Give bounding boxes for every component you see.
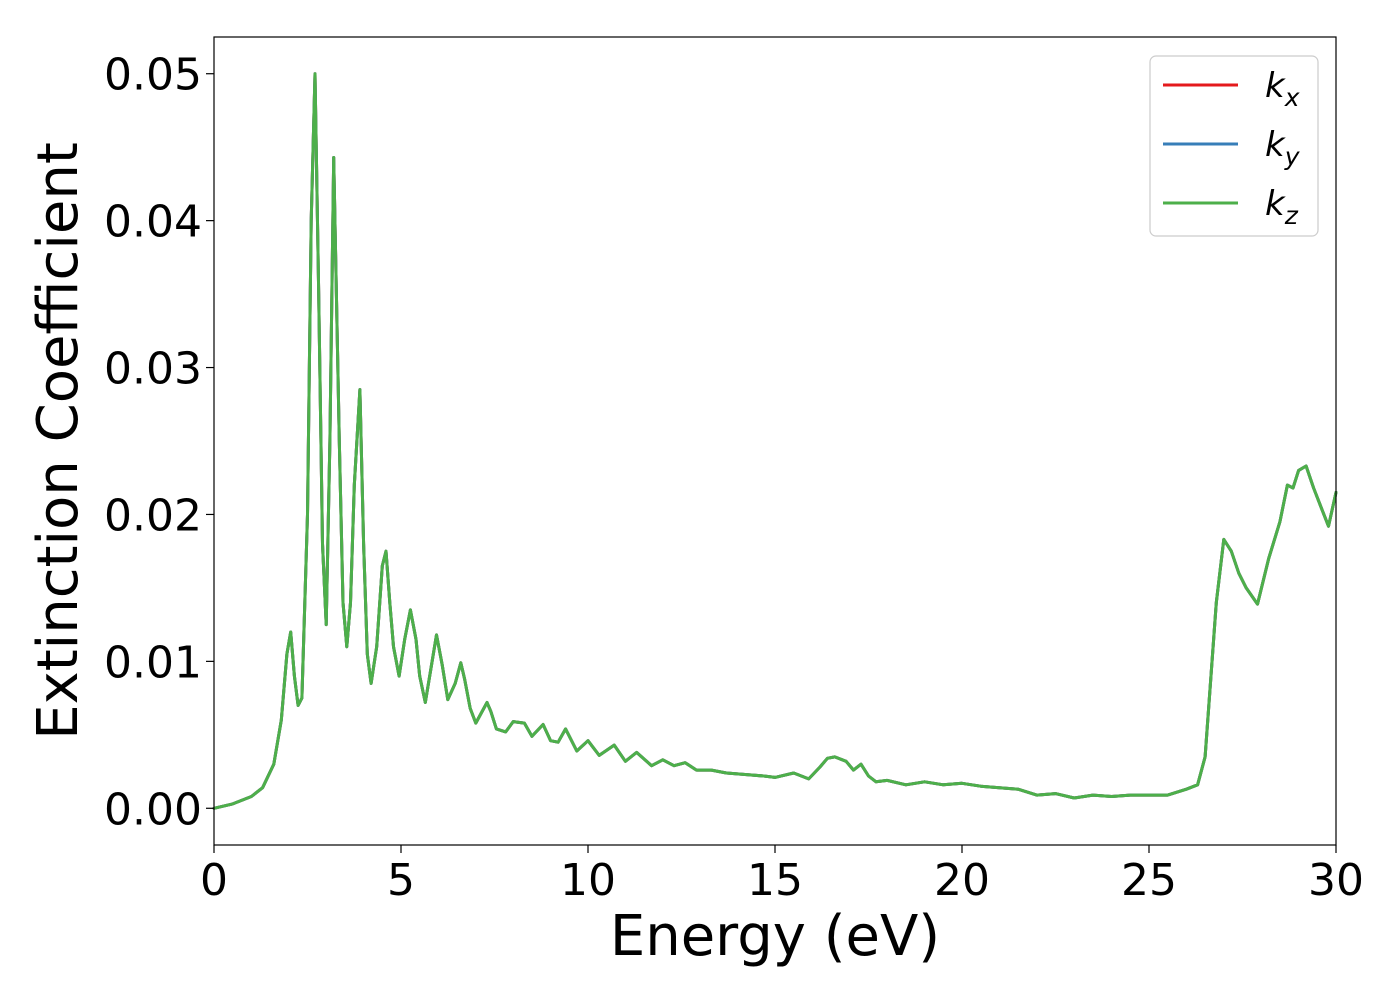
x-tick-label: 30 bbox=[1308, 855, 1364, 906]
x-tick-label: 10 bbox=[560, 855, 616, 906]
legend-label-kx: kx bbox=[1265, 66, 1300, 112]
x-tick-label: 0 bbox=[200, 855, 228, 906]
y-tick-label: 0.05 bbox=[104, 50, 202, 101]
y-tick-label: 0.00 bbox=[104, 784, 202, 835]
x-axis-label: Energy (eV) bbox=[610, 904, 940, 969]
y-axis-label: Extinction Coefficient bbox=[26, 142, 91, 740]
y-tick-label: 0.02 bbox=[104, 490, 202, 541]
plot-lines bbox=[212, 72, 1338, 810]
series-line-k-z bbox=[212, 72, 1338, 810]
y-tick-label: 0.03 bbox=[104, 344, 202, 395]
legend-label-kz: kz bbox=[1265, 184, 1299, 230]
y-tick-label: 0.01 bbox=[104, 637, 202, 688]
y-tick-label: 0.04 bbox=[104, 197, 202, 248]
legend-label-ky: ky bbox=[1265, 125, 1301, 171]
x-tick-label: 15 bbox=[747, 855, 803, 906]
legend-box bbox=[1149, 55, 1319, 237]
y-axis-ticks: 0.00 0.01 0.02 0.03 0.04 0.05 bbox=[104, 50, 214, 835]
x-tick-label: 20 bbox=[934, 855, 990, 906]
x-tick-label: 5 bbox=[387, 855, 415, 906]
x-tick-label: 25 bbox=[1121, 855, 1177, 906]
x-axis-ticks: 0 5 10 15 20 25 30 bbox=[200, 845, 1364, 906]
legend: kx ky kz bbox=[1149, 55, 1319, 237]
